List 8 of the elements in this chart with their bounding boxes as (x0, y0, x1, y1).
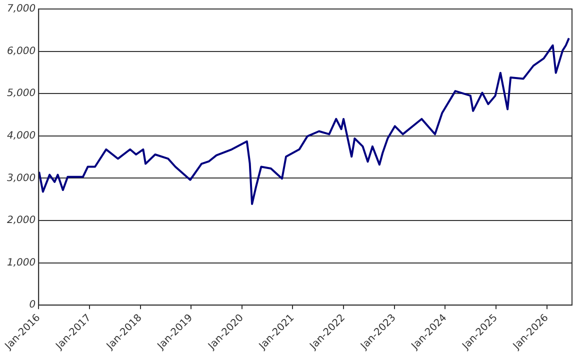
y-tick-label: 0 (29, 300, 36, 311)
y-tick-label: 5,000 (6, 88, 36, 100)
y-tick-label: 4,000 (6, 130, 36, 142)
y-tick-label: 7,000 (6, 4, 36, 15)
y-tick-label: 3,000 (6, 172, 36, 184)
y-tick-label: 1,000 (6, 257, 36, 268)
y-tick-label: 2,000 (6, 215, 36, 226)
y-tick-label: 6,000 (6, 46, 36, 57)
